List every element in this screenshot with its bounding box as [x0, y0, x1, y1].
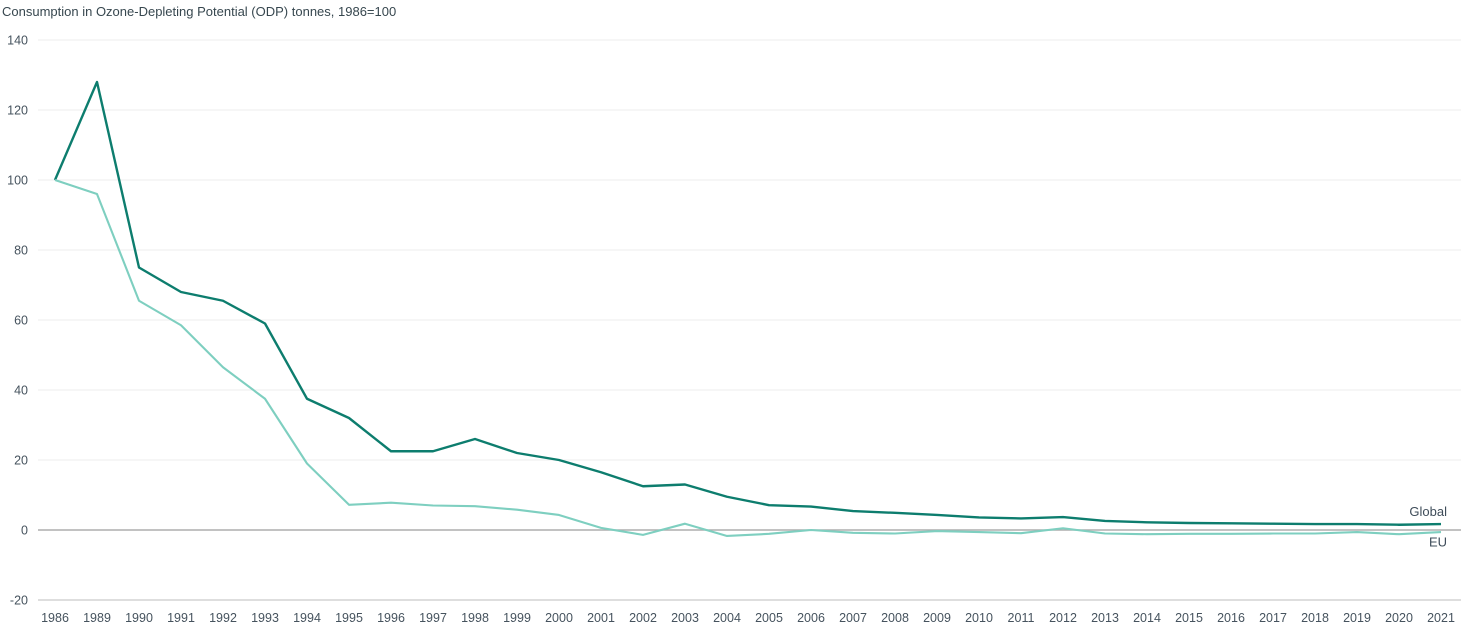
- x-axis-tick-label: 2002: [629, 611, 657, 625]
- x-axis-tick-label: 2018: [1301, 611, 1329, 625]
- x-axis-tick-label: 2015: [1175, 611, 1203, 625]
- y-axis-tick-label: 120: [7, 104, 28, 118]
- x-axis-tick-label: 2014: [1133, 611, 1161, 625]
- x-axis-tick-label: 1995: [335, 611, 363, 625]
- x-axis-tick-label: 2001: [587, 611, 615, 625]
- x-axis-tick-label: 2009: [923, 611, 951, 625]
- x-axis-tick-label: 1986: [41, 611, 69, 625]
- x-axis-tick-label: 1989: [83, 611, 111, 625]
- x-axis-tick-label: 2005: [755, 611, 783, 625]
- x-axis-tick-label: 2019: [1343, 611, 1371, 625]
- x-axis-tick-label: 2003: [671, 611, 699, 625]
- eu-line: [54, 179, 1442, 538]
- x-axis-tick-label: 2021: [1427, 611, 1455, 625]
- y-axis-tick-label: 60: [14, 314, 28, 328]
- x-axis-tick-label: 1992: [209, 611, 237, 625]
- x-axis-tick-label: 2012: [1049, 611, 1077, 625]
- x-axis-tick-label: 2007: [839, 611, 867, 625]
- y-axis-tick-label: -20: [10, 594, 28, 608]
- x-axis-tick-label: 1994: [293, 611, 321, 625]
- x-axis-tick-label: 1996: [377, 611, 405, 625]
- y-axis-tick-label: 140: [7, 34, 28, 48]
- chart-title: Consumption in Ozone-Depleting Potential…: [2, 4, 397, 19]
- y-axis-tick-label: 20: [14, 454, 28, 468]
- x-axis-tick-label: 1993: [251, 611, 279, 625]
- global-line: [53, 80, 1442, 526]
- x-axis-tick-label: 2008: [881, 611, 909, 625]
- x-axis-tick-label: 2011: [1008, 611, 1035, 625]
- series-label-global: Global: [1409, 504, 1447, 519]
- x-axis-tick-label: 2017: [1259, 611, 1287, 625]
- x-axis-tick-label: 1999: [503, 611, 531, 625]
- x-axis-tick-label: 2004: [713, 611, 741, 625]
- x-axis-tick-label: 2010: [965, 611, 993, 625]
- x-axis-tick-label: 2006: [797, 611, 825, 625]
- series-label-eu: EU: [1429, 535, 1447, 550]
- x-axis-tick-label: 1991: [167, 611, 195, 625]
- x-axis-tick-label: 2000: [545, 611, 573, 625]
- x-axis-tick-label: 1998: [461, 611, 489, 625]
- y-axis-tick-label: 0: [21, 524, 28, 538]
- x-axis-tick-label: 1990: [125, 611, 153, 625]
- x-axis-tick-label: 2016: [1217, 611, 1245, 625]
- x-axis-tick-label: 2020: [1385, 611, 1413, 625]
- y-axis-tick-label: 40: [14, 384, 28, 398]
- x-axis-tick-label: 1997: [419, 611, 447, 625]
- x-axis-tick-label: 2013: [1091, 611, 1119, 625]
- y-axis-tick-label: 80: [14, 244, 28, 258]
- y-axis-tick-label: 100: [7, 174, 28, 188]
